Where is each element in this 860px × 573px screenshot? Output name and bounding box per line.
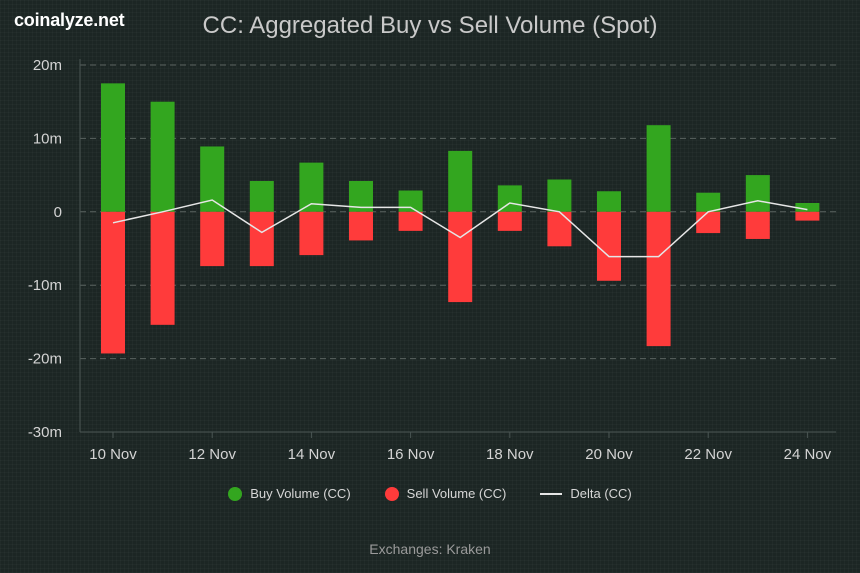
bars (101, 83, 820, 354)
x-tick-label: 20 Nov (585, 446, 633, 463)
legend-delta[interactable]: Delta (CC) (540, 486, 632, 501)
buy-bar (150, 101, 175, 212)
sell-bar (200, 211, 225, 267)
y-tick-label: -10m (28, 277, 62, 294)
sell-bar (795, 211, 820, 221)
buy-bar (101, 83, 125, 212)
buy-bar (398, 190, 423, 212)
legend-sell[interactable]: Sell Volume (CC) (384, 486, 507, 501)
buy-bar (646, 125, 671, 212)
legend-buy-label: Buy Volume (CC) (250, 486, 351, 501)
y-tick-label: -20m (28, 351, 62, 368)
x-axis-labels: 10 Nov 12 Nov 14 Nov 16 Nov 18 Nov 20 Nov 22 N… (89, 446, 831, 463)
sell-bar (448, 211, 473, 303)
buy-bar (745, 175, 770, 212)
axes (79, 59, 836, 438)
x-tick-label: 10 Nov (89, 446, 137, 463)
sell-bar (547, 211, 572, 247)
sell-bar (349, 211, 373, 241)
buy-bar (597, 191, 621, 212)
x-tick-label: 24 Nov (784, 446, 832, 463)
y-tick-label: -30m (28, 424, 62, 441)
buy-bar (547, 179, 572, 212)
sell-bar (497, 211, 522, 231)
x-tick-label: 18 Nov (486, 446, 534, 463)
y-tick-label: 10m (33, 130, 62, 147)
legend: Buy Volume (CC) Sell Volume (CC) Delta (… (0, 486, 860, 501)
sell-bar (696, 211, 721, 234)
buy-bar (497, 185, 522, 212)
sell-bar (745, 211, 770, 239)
sell-dot-icon (384, 486, 399, 501)
sell-bar (150, 211, 175, 325)
sell-bar (398, 211, 423, 231)
legend-buy[interactable]: Buy Volume (CC) (228, 486, 351, 501)
brand-logo[interactable]: coinalyze.net (14, 10, 125, 30)
legend-sell-label: Sell Volume (CC) (406, 486, 507, 501)
y-tick-label: 0 (54, 204, 62, 221)
sell-bar (646, 211, 671, 347)
x-tick-label: 12 Nov (188, 446, 236, 463)
sell-bar (597, 211, 621, 281)
delta-line (112, 199, 808, 258)
y-axis-labels: 20m 10m 0 -10m -20m -30m (28, 57, 62, 441)
buy-bar (448, 150, 473, 212)
delta-polyline (112, 199, 808, 258)
x-tick-label: 14 Nov (288, 446, 336, 463)
buy-dot-icon (228, 486, 243, 501)
x-tick-label: 22 Nov (684, 446, 732, 463)
exchanges-footer: Exchanges: Kraken (369, 541, 491, 557)
buy-bar (249, 180, 274, 212)
delta-line-icon (540, 492, 563, 495)
legend-delta-label: Delta (CC) (570, 486, 632, 501)
sell-bar (249, 211, 274, 267)
buy-bar (696, 192, 721, 212)
x-tick-label: 16 Nov (387, 446, 435, 463)
buy-bar (795, 202, 820, 212)
chart-title: CC: Aggregated Buy vs Sell Volume (Spot) (202, 12, 658, 39)
sell-bar (299, 211, 324, 256)
y-tick-label: 20m (33, 57, 62, 74)
sell-bar (101, 211, 125, 354)
